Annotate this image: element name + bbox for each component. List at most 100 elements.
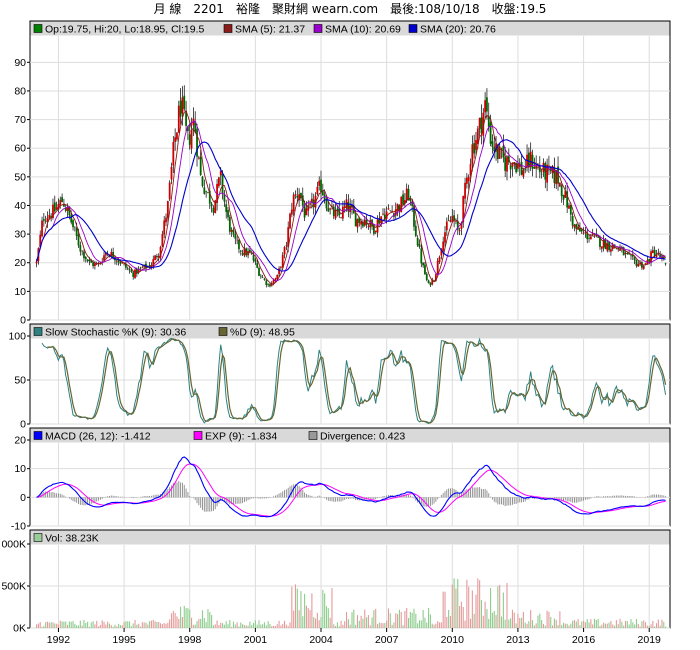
- y-tick-label: 60: [14, 143, 26, 155]
- candle-body: [571, 215, 574, 226]
- candle-body: [241, 253, 244, 255]
- candle-body: [309, 203, 311, 205]
- candle-body: [420, 248, 423, 264]
- candle-body: [462, 196, 465, 223]
- legend-label: SMA (20): 20.76: [420, 24, 496, 36]
- candle-body: [320, 179, 322, 193]
- candle-body: [405, 188, 408, 201]
- y-tick-label: 20: [14, 257, 26, 269]
- candle-body: [464, 182, 466, 199]
- candle-body: [197, 157, 200, 159]
- candle-body: [134, 269, 136, 278]
- candle-body: [491, 141, 494, 147]
- candle-body: [259, 275, 262, 277]
- candle-body: [159, 246, 162, 258]
- candle-body: [622, 247, 625, 256]
- candle-body: [287, 227, 290, 248]
- candle-body: [465, 177, 468, 184]
- candle-body: [343, 206, 346, 209]
- candle-body: [661, 256, 663, 259]
- candle-body: [664, 263, 667, 265]
- chart-header: 月 線 2201 裕隆 聚財網 wearn.com 最後:108/10/18 收盤:19.…: [0, 0, 700, 18]
- candle-body: [639, 262, 641, 265]
- x-tick-label: 2007: [375, 634, 399, 646]
- candle-body: [95, 263, 98, 265]
- candle-body: [199, 157, 202, 176]
- candle-body: [588, 238, 590, 239]
- candle-body: [61, 197, 63, 203]
- x-tick-label: 2019: [638, 634, 662, 646]
- legend-label: Op:19.75, Hi:20, Lo:18.95, Cl:19.5: [45, 24, 205, 36]
- candle-body: [383, 214, 386, 220]
- candle-body: [94, 263, 96, 267]
- candle-body: [55, 207, 58, 210]
- candle-body: [599, 236, 601, 248]
- candle-body: [372, 224, 375, 234]
- y-tick-label: 10: [14, 286, 26, 298]
- legend-swatch: [308, 431, 318, 440]
- candle-body: [396, 204, 399, 211]
- candle-body: [440, 249, 443, 256]
- candle-body: [533, 167, 536, 169]
- candle-body: [391, 210, 394, 213]
- candle-body: [334, 210, 337, 219]
- candle-body: [269, 284, 271, 287]
- candle-body: [433, 280, 435, 281]
- candle-body: [347, 202, 350, 212]
- candle-body: [456, 220, 459, 230]
- y-tick-label: 0K: [13, 623, 26, 635]
- candle-body: [267, 284, 270, 285]
- candle-body: [416, 237, 419, 246]
- candle-body: [152, 259, 155, 267]
- candle-body: [403, 200, 406, 204]
- panel-macd: -10 0 10 20 MACD (26, 12): -1.412 EXP (9): -1…: [11, 427, 671, 533]
- candle-body: [568, 205, 570, 209]
- panel-frame: [29, 427, 671, 527]
- candle-body: [81, 250, 84, 252]
- candle-body: [363, 219, 366, 226]
- candle-body: [400, 196, 403, 213]
- candle-body: [123, 263, 125, 265]
- x-tick-label: 2016: [572, 634, 596, 646]
- candle-body: [177, 105, 180, 133]
- candle-body: [641, 262, 643, 268]
- candle-body: [500, 148, 503, 149]
- candle-body: [41, 220, 43, 237]
- y-tick-label: 100: [8, 331, 26, 343]
- candle-body: [593, 234, 596, 236]
- candle-body: [566, 191, 569, 208]
- candle-body: [356, 219, 359, 228]
- candle-body: [289, 213, 291, 229]
- candle-body: [250, 253, 253, 254]
- panel-volume: 0K 500K 000K Vol: 38.23K: [1, 529, 671, 635]
- candle-body: [429, 282, 432, 286]
- candle-body: [626, 253, 629, 255]
- candle-body: [460, 222, 463, 229]
- candle-body: [600, 246, 603, 249]
- candle-body: [564, 190, 567, 198]
- candle-body: [88, 260, 91, 262]
- y-tick-label: -10: [11, 521, 26, 533]
- candle-body: [50, 215, 53, 218]
- candle-body: [176, 132, 178, 140]
- candle-body: [126, 268, 129, 269]
- candle-body: [239, 250, 242, 252]
- candle-body: [389, 210, 392, 212]
- candle-body: [580, 229, 583, 232]
- candle-body: [228, 216, 231, 232]
- y-tick-label: 30: [14, 229, 26, 241]
- candle-body: [99, 262, 102, 264]
- candle-body: [77, 234, 80, 246]
- candle-body: [196, 129, 198, 157]
- candle-body: [610, 249, 612, 252]
- y-tick-label: 90: [14, 57, 26, 69]
- candle-body: [427, 280, 430, 284]
- candle-body: [438, 256, 441, 262]
- legend-swatch: [223, 24, 233, 33]
- candle-body: [482, 112, 485, 136]
- candle-body: [278, 268, 280, 275]
- candle-body: [506, 157, 508, 172]
- last-date: 最後:108/10/18: [390, 2, 480, 16]
- candle-body: [248, 249, 251, 252]
- y-tick-label: 0: [20, 315, 26, 327]
